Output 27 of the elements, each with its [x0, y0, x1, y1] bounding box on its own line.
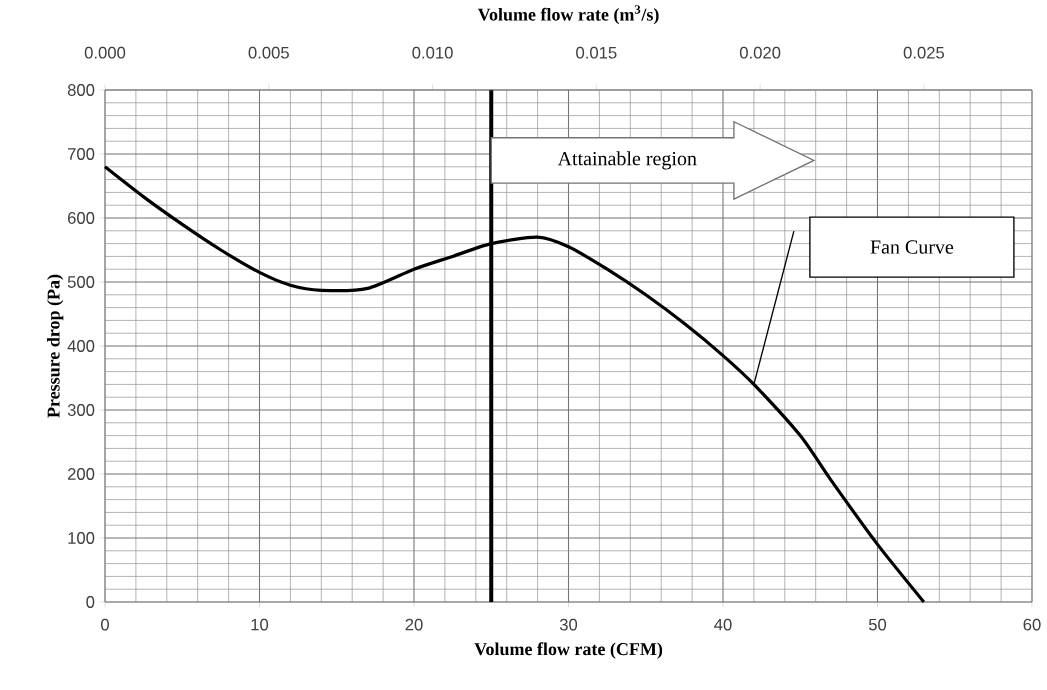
annotation: Attainable region: [557, 151, 697, 170]
x2-tick-label: 0.025: [903, 46, 945, 59]
x2-tick-label: 0.010: [412, 46, 453, 59]
x-tick-label: 10: [251, 618, 269, 631]
y-tick-label: 100: [68, 532, 95, 544]
x-tick-label: 20: [405, 618, 423, 631]
y-tick-label: 0: [86, 596, 95, 608]
x-tick-label: 50: [868, 618, 887, 631]
x2-tick-label: 0.015: [576, 46, 617, 59]
y-tick-label: 700: [68, 148, 95, 160]
x2-tick-label: 0.005: [248, 46, 289, 59]
y-tick-label: 500: [67, 276, 95, 288]
y-tick-label: 300: [67, 404, 95, 416]
y-tick-label: 200: [67, 468, 95, 480]
x2-axis-title: Volume flow rate (m$^{3}$/s): [477, 5, 659, 25]
x-axis-title: Volume flow rate (CFM): [474, 642, 663, 659]
y-tick-label: 400: [67, 340, 95, 352]
x2-tick-label: 0.020: [739, 46, 781, 59]
x-tick-label: 60: [1023, 618, 1041, 631]
annotation: Fan Curve: [870, 240, 954, 254]
y-tick-label: 600: [67, 212, 95, 224]
y-tick-label: 800: [67, 84, 95, 96]
x-tick-label: 40: [714, 618, 732, 631]
x2-tick-label: 0.000: [84, 46, 126, 59]
y-axis-title: Pressure drop (Pa): [47, 274, 64, 418]
x-tick-label: 30: [559, 618, 578, 631]
x-tick-label: 0: [101, 618, 109, 631]
